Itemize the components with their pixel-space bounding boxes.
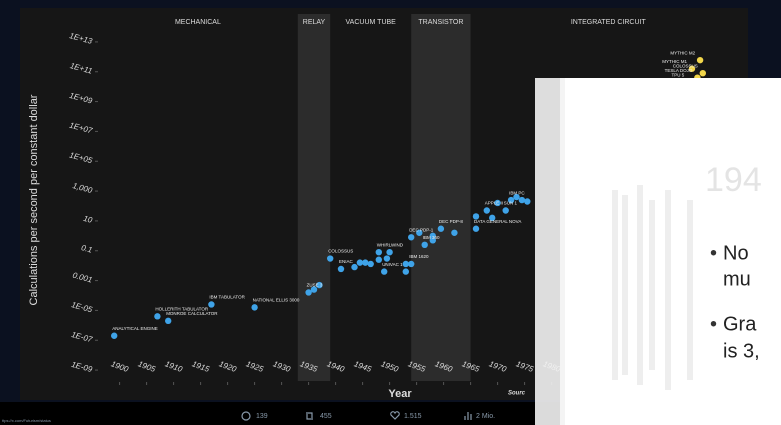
point-label: SUN 1 bbox=[504, 201, 518, 206]
era-label: MECHANICAL bbox=[175, 19, 221, 26]
data-point bbox=[489, 214, 496, 222]
point-label: DEC PDP-1 bbox=[409, 227, 434, 232]
data-point bbox=[251, 304, 258, 311]
point-label: TESLA DOJO bbox=[665, 68, 693, 73]
data-point bbox=[305, 289, 312, 296]
point-label: MYTHIC M1 bbox=[662, 59, 687, 64]
point-label: ZUSE 3 bbox=[307, 283, 323, 288]
era-band bbox=[297, 14, 331, 381]
y-tick-label: 10 bbox=[82, 214, 93, 225]
data-point bbox=[386, 248, 393, 256]
data-point bbox=[408, 260, 415, 268]
data-point bbox=[518, 196, 526, 204]
point-label: ANALYTICAL ENGINE bbox=[112, 326, 158, 331]
data-point bbox=[507, 196, 515, 204]
bullet-text: Gra bbox=[723, 313, 757, 335]
era-label: RELAY bbox=[303, 19, 326, 26]
data-point bbox=[381, 268, 388, 275]
data-point bbox=[356, 259, 364, 266]
data-point bbox=[165, 317, 172, 325]
era-band bbox=[411, 14, 471, 381]
point-label: COLOSSUS bbox=[328, 249, 353, 254]
point-label: WHIRLWIND bbox=[377, 242, 404, 247]
data-point bbox=[375, 256, 382, 263]
point-label: MONROE CALCULATOR bbox=[166, 311, 218, 316]
data-point bbox=[416, 229, 423, 236]
repost-icon[interactable] bbox=[306, 412, 313, 420]
slide-overlay: 194 • No mu • Gra is 3, bbox=[535, 78, 781, 425]
repost-count[interactable]: 455 bbox=[320, 413, 332, 420]
point-label: DEC PDP-8 bbox=[439, 219, 464, 224]
bullet-text: is 3, bbox=[723, 340, 760, 362]
data-point bbox=[483, 207, 490, 214]
point-label: IBM 360 bbox=[423, 235, 440, 240]
data-point bbox=[472, 213, 480, 220]
data-point bbox=[208, 301, 215, 308]
data-point bbox=[513, 193, 520, 201]
bullet-text: mu bbox=[723, 268, 751, 290]
data-point bbox=[367, 260, 374, 268]
data-point bbox=[337, 265, 345, 273]
point-label: HOLLERITH TABULATOR bbox=[155, 307, 208, 312]
point-label: APPLE II bbox=[485, 201, 503, 206]
faded-texture bbox=[612, 185, 693, 390]
point-label: COLOSSUS bbox=[673, 63, 698, 68]
plot: MECHANICAL RELAY VACUUM TUBE TRANSISTOR INTE… bbox=[68, 14, 706, 385]
data-point bbox=[316, 281, 323, 289]
data-point bbox=[494, 199, 501, 207]
point-label: IBM TABULATOR bbox=[209, 295, 245, 300]
data-point bbox=[327, 255, 334, 262]
slide-edge bbox=[535, 78, 565, 425]
faded-year: 194 bbox=[705, 161, 762, 199]
bullet: • bbox=[710, 313, 717, 335]
data-point bbox=[451, 229, 458, 236]
point-label: UNIVAC 1 bbox=[382, 262, 403, 267]
data-point bbox=[421, 241, 428, 249]
data-point bbox=[429, 232, 436, 240]
data-point bbox=[154, 313, 161, 320]
data-point bbox=[351, 263, 358, 271]
bullet: • bbox=[710, 242, 717, 264]
data-point bbox=[524, 198, 531, 205]
like-count[interactable]: 1.515 bbox=[404, 413, 422, 420]
data-point bbox=[699, 69, 706, 77]
bullet-text: No bbox=[723, 242, 749, 264]
data-point bbox=[696, 56, 704, 64]
data-point bbox=[437, 225, 445, 232]
source-label: Sourc bbox=[508, 391, 526, 397]
data-point bbox=[429, 237, 436, 244]
data-point bbox=[472, 225, 480, 232]
y-tick-label: 0.1 bbox=[80, 243, 93, 255]
point-label: TPU 5 bbox=[672, 72, 685, 77]
point-label: NATIONAL ELLIS 3000 bbox=[253, 298, 300, 303]
point-label: ENIAC bbox=[339, 259, 354, 264]
data-point bbox=[688, 65, 696, 72]
era-label: VACUUM TUBE bbox=[346, 19, 397, 26]
reply-icon[interactable] bbox=[241, 411, 251, 421]
data-point bbox=[502, 207, 509, 214]
data-point bbox=[408, 234, 415, 241]
reply-count[interactable]: 139 bbox=[256, 413, 268, 420]
data-point bbox=[402, 260, 409, 268]
view-count[interactable]: 2 Mio. bbox=[476, 413, 495, 420]
data-point bbox=[310, 286, 318, 293]
data-point bbox=[375, 248, 382, 256]
y-axis-label: Calculations per second per constant dol… bbox=[28, 94, 40, 305]
data-point bbox=[383, 255, 391, 262]
point-label: IBM 1620 bbox=[409, 254, 429, 259]
views-icon[interactable] bbox=[464, 412, 472, 420]
point-label: DATA GENERAL NOVA bbox=[474, 219, 521, 224]
x-axis-label: Year bbox=[388, 388, 412, 400]
era-label: INTEGRATED CIRCUIT bbox=[571, 19, 647, 26]
data-point bbox=[362, 259, 369, 266]
point-label: IBM PC bbox=[509, 190, 525, 195]
data-point bbox=[111, 332, 118, 339]
data-point bbox=[402, 268, 409, 275]
point-label: MYTHIC M2 bbox=[670, 50, 695, 55]
url: ttps://x.com/Futurism/status bbox=[2, 418, 51, 423]
era-label: TRANSISTOR bbox=[418, 19, 463, 26]
like-icon[interactable] bbox=[390, 411, 400, 420]
